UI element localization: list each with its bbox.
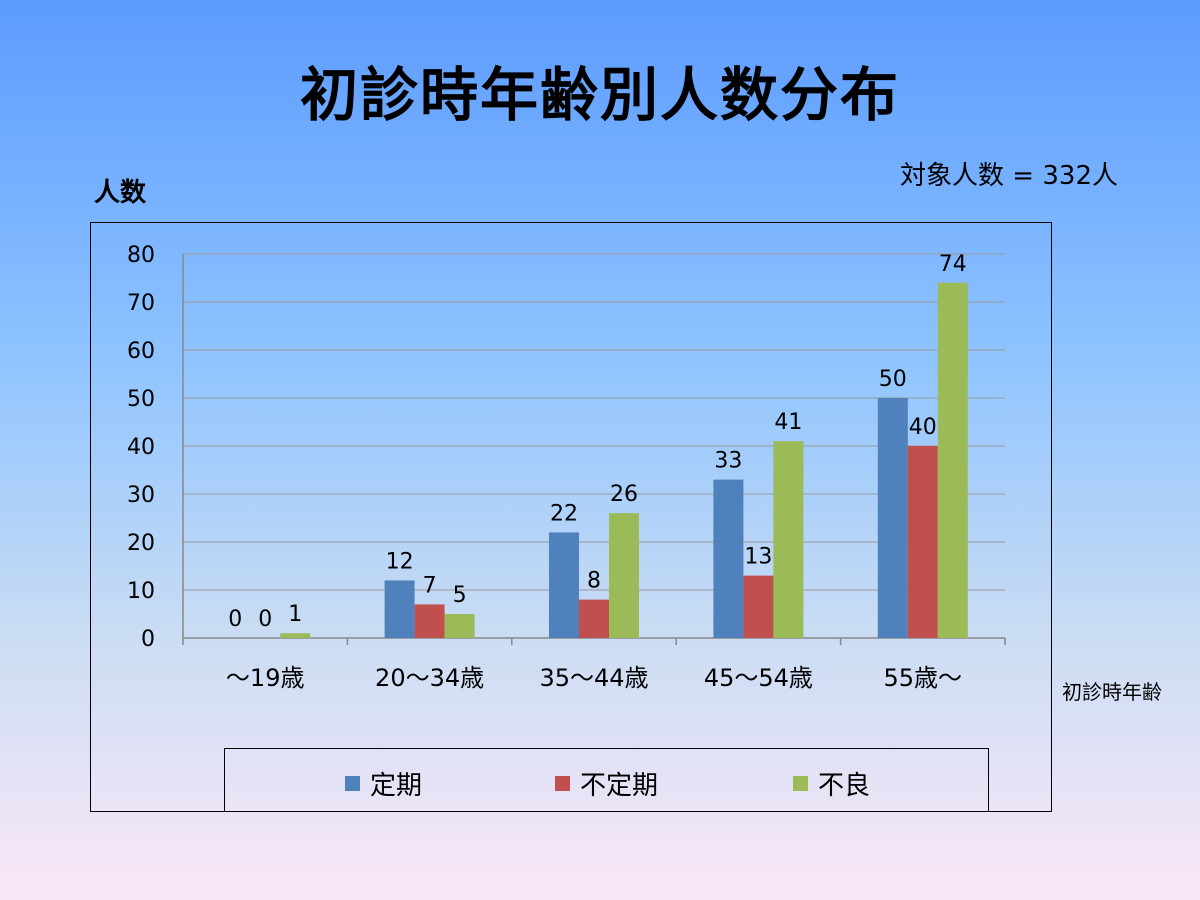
y-tick-label: 0 bbox=[141, 627, 155, 652]
x-tick-label: ～19歳 bbox=[226, 664, 305, 692]
legend-swatch-teiki bbox=[345, 776, 360, 791]
legend: 定期 不定期 不良 bbox=[224, 748, 989, 812]
y-tick-label: 80 bbox=[127, 243, 155, 268]
y-tick-label: 40 bbox=[127, 435, 155, 460]
bar bbox=[713, 479, 744, 638]
legend-swatch-futeiki bbox=[555, 776, 570, 791]
legend-label-futeiki: 不定期 bbox=[580, 771, 659, 801]
legend-item-futeiki: 不定期 bbox=[555, 765, 658, 802]
total-count-label: 対象人数 = 332人 bbox=[900, 161, 1118, 191]
data-label: 74 bbox=[939, 252, 967, 277]
x-tick-label: 45～54歳 bbox=[704, 664, 813, 692]
data-label: 1 bbox=[288, 602, 302, 627]
data-label: 50 bbox=[879, 367, 907, 392]
y-tick-label: 30 bbox=[127, 483, 155, 508]
bar bbox=[773, 441, 804, 638]
bar bbox=[937, 282, 968, 638]
y-tick-label: 20 bbox=[127, 531, 155, 556]
x-tick-label: 20～34歳 bbox=[375, 664, 484, 692]
bar bbox=[877, 398, 908, 638]
chart-title: 初診時年齢別人数分布 bbox=[299, 61, 900, 129]
data-label: 13 bbox=[744, 545, 772, 570]
legend-swatch-furyo bbox=[793, 776, 808, 791]
data-label: 0 bbox=[228, 607, 242, 632]
chart-frame: 0 10 20 30 40 50 60 70 80 ～19歳 0 0 1 20～34歳 12 7 5 35～44歳… bbox=[90, 222, 1052, 812]
bar bbox=[280, 633, 311, 638]
legend-label-teiki: 定期 bbox=[370, 771, 423, 801]
bar bbox=[384, 580, 415, 638]
data-label: 0 bbox=[258, 607, 272, 632]
x-axis-label: 初診時年齢 bbox=[1062, 680, 1162, 704]
data-label: 7 bbox=[423, 573, 437, 598]
legend-item-teiki: 定期 bbox=[345, 765, 422, 802]
x-tick-label: 35～44歳 bbox=[539, 664, 648, 692]
data-label: 8 bbox=[587, 569, 601, 594]
data-label: 33 bbox=[714, 449, 742, 474]
bar bbox=[609, 513, 639, 638]
data-label: 22 bbox=[550, 501, 578, 526]
bar bbox=[579, 599, 609, 638]
y-tick-label: 50 bbox=[127, 387, 155, 412]
y-tick-label: 60 bbox=[127, 339, 155, 364]
y-tick-label: 70 bbox=[127, 291, 155, 316]
bar bbox=[444, 614, 475, 638]
bar bbox=[414, 604, 445, 638]
data-label: 41 bbox=[774, 410, 802, 435]
bar bbox=[907, 446, 938, 638]
bar bbox=[743, 575, 774, 638]
data-label: 26 bbox=[610, 482, 638, 507]
y-axis-label: 人数 bbox=[94, 178, 147, 208]
data-label: 40 bbox=[909, 415, 937, 440]
legend-item-furyo: 不良 bbox=[793, 765, 870, 802]
x-tick-label: 55歳～ bbox=[884, 664, 963, 692]
data-label: 12 bbox=[386, 549, 414, 574]
bar bbox=[549, 532, 579, 638]
y-tick-label: 10 bbox=[127, 579, 155, 604]
legend-label-furyo: 不良 bbox=[818, 771, 871, 801]
data-label: 5 bbox=[453, 583, 467, 608]
